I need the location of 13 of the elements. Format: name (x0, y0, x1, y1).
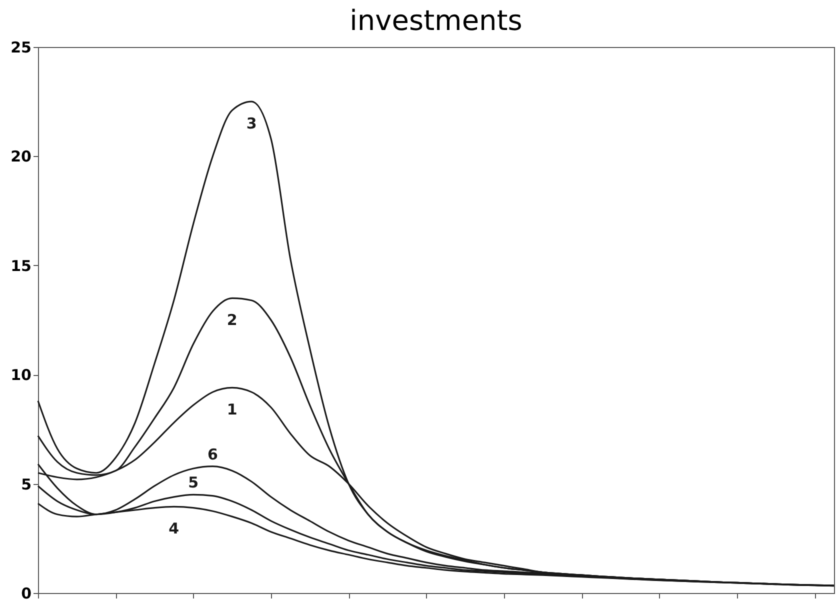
series-label: 3 (246, 114, 257, 133)
series-label: 5 (188, 474, 199, 492)
y-tick-label: 0 (21, 584, 32, 602)
series-label: 1 (226, 400, 238, 419)
y-tick-label: 5 (21, 475, 32, 494)
y-tick-label: 10 (10, 366, 32, 384)
y-tick-label: 15 (10, 256, 32, 275)
series-label: 6 (208, 445, 218, 464)
series-label: 4 (168, 520, 180, 538)
y-tick-label: 25 (10, 38, 32, 56)
series-label: 2 (226, 311, 238, 330)
y-tick-label: 20 (10, 148, 32, 166)
chart-title: investments (350, 4, 522, 37)
